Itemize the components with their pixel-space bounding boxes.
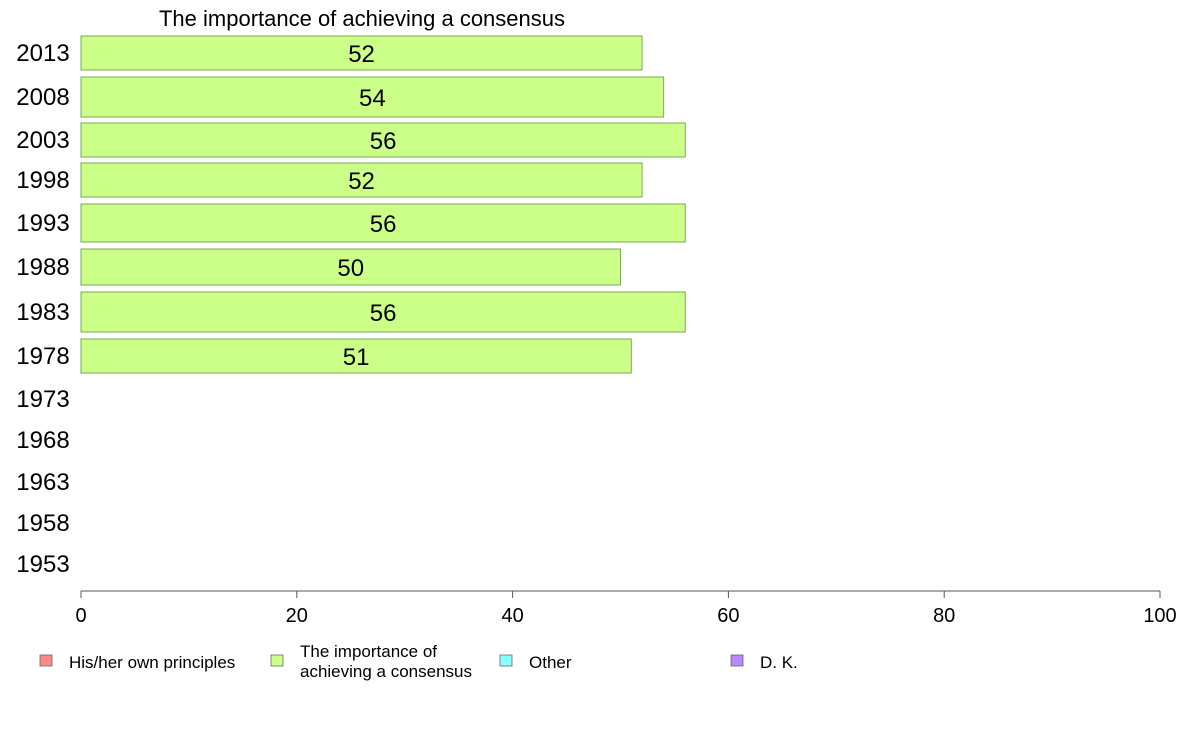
category-label: 2003 xyxy=(16,127,69,154)
category-label: 1958 xyxy=(16,510,69,537)
legend-swatch xyxy=(270,654,284,667)
bar xyxy=(80,248,621,286)
category-label: 1993 xyxy=(16,210,69,237)
legend-label: The importance of xyxy=(300,642,437,661)
bar-value-label: 50 xyxy=(337,255,364,282)
category-label: 1963 xyxy=(16,469,69,496)
x-tick-label: 100 xyxy=(1143,605,1176,627)
legend-swatch xyxy=(499,654,513,667)
category-label: 1983 xyxy=(16,299,69,326)
bar-value-label: 56 xyxy=(370,128,397,155)
category-label: 1973 xyxy=(16,386,69,413)
bar xyxy=(80,162,643,198)
legend-label: achieving a consensus xyxy=(300,662,472,681)
chart-title: The importance of achieving a consensus xyxy=(159,6,565,31)
x-tick-label: 40 xyxy=(501,605,523,627)
category-label: 1978 xyxy=(16,343,69,370)
x-tick-label: 20 xyxy=(286,605,308,627)
bar-value-label: 52 xyxy=(348,168,375,195)
bar xyxy=(80,122,686,158)
x-tick-label: 60 xyxy=(717,605,739,627)
x-tick-label: 0 xyxy=(75,605,86,627)
bar xyxy=(80,35,643,71)
category-label: 1988 xyxy=(16,254,69,281)
bar-value-label: 54 xyxy=(359,85,386,112)
category-label: 2013 xyxy=(16,40,69,67)
category-label: 1953 xyxy=(16,551,69,578)
legend-label: His/her own principles xyxy=(69,653,235,672)
bar-value-label: 52 xyxy=(348,41,375,68)
legend-label: Other xyxy=(529,653,572,672)
x-axis: 0 20 40 60 80 100 xyxy=(75,590,1177,627)
bar-value-label: 56 xyxy=(370,300,397,327)
category-label: 1968 xyxy=(16,427,69,454)
legend-swatch xyxy=(39,654,53,667)
category-label: 1998 xyxy=(16,167,69,194)
legend: His/her own principles The importance ofa… xyxy=(39,642,798,681)
x-tick-label: 80 xyxy=(933,605,955,627)
legend-label: D. K. xyxy=(760,653,798,672)
bar-value-label: 56 xyxy=(370,211,397,238)
bar xyxy=(80,291,686,333)
bar xyxy=(80,203,686,243)
bar xyxy=(80,338,632,374)
legend-swatch xyxy=(730,654,744,667)
bar xyxy=(80,76,665,118)
category-labels: 2013 2008 2003 1998 1993 1988 1983 1978 1973 1968… xyxy=(16,40,69,578)
category-label: 2008 xyxy=(16,84,69,111)
bar-value-label: 51 xyxy=(343,344,370,371)
